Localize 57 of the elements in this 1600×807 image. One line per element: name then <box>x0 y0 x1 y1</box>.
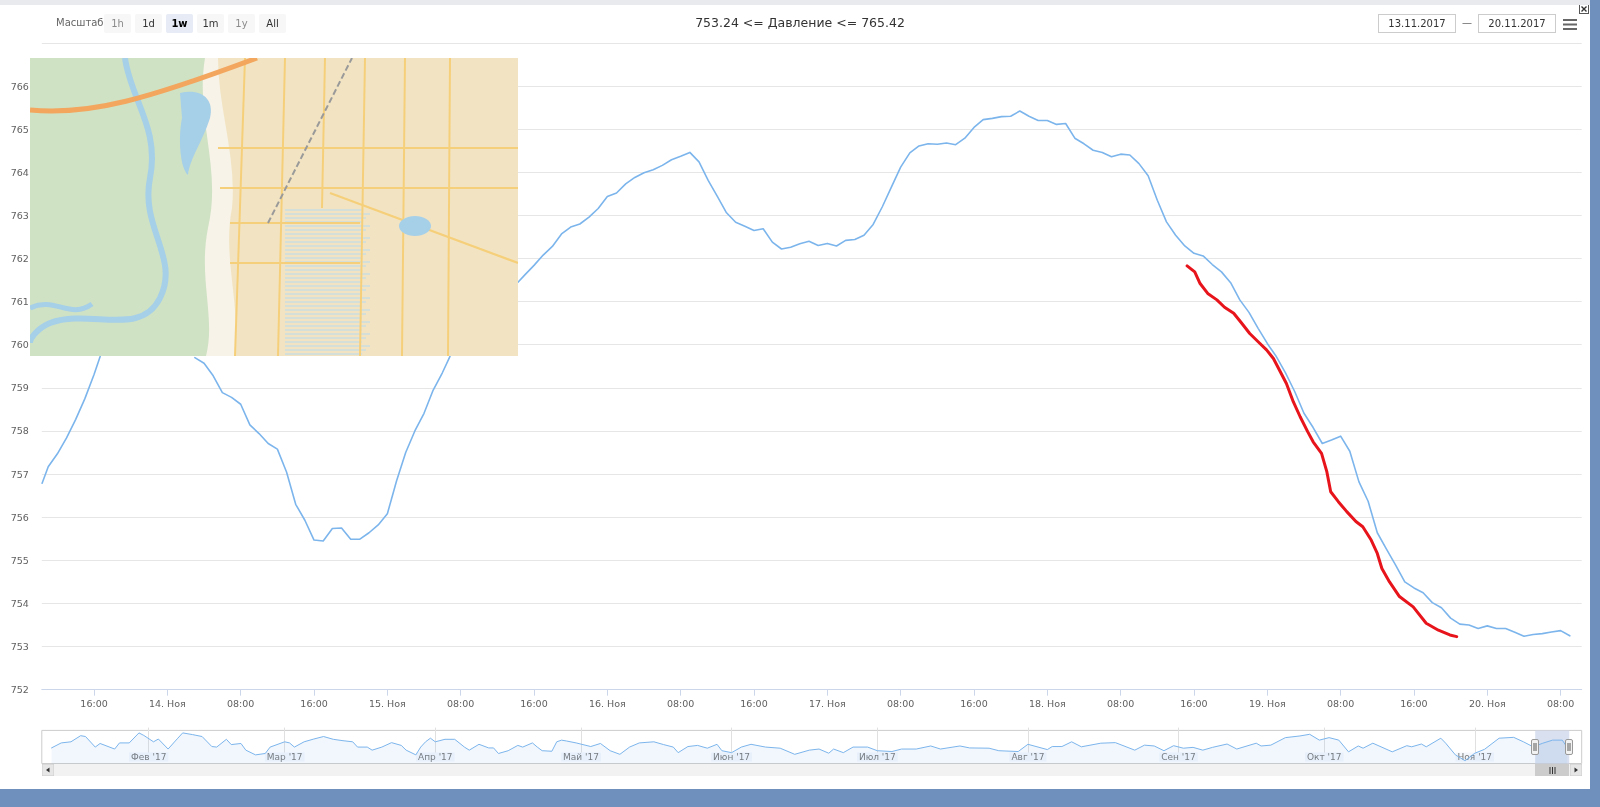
x-tick-label: 16:00 <box>1180 698 1208 710</box>
x-tick-label: 14. Ноя <box>148 698 186 710</box>
x-tick-label: 16. Ноя <box>588 698 626 710</box>
text: — <box>1462 17 1472 28</box>
y-tick-label: 764 <box>10 166 29 178</box>
x-tick-label: 16:00 <box>1400 698 1428 710</box>
x-tick-label: 08:00 <box>1546 698 1575 710</box>
chart-title: 753.24 <= Давление <= 765.42 <box>695 15 905 30</box>
x-tick-label: Апр '17 <box>418 752 453 762</box>
y-tick-label: 762 <box>10 253 29 264</box>
date-field: 13.11.2017 <box>1378 14 1456 33</box>
text: Масштаб <box>56 17 104 28</box>
y-tick-label: 756 <box>10 511 29 523</box>
x-tick-label: 08:00 <box>1326 698 1355 710</box>
y-tick-label: 753 <box>10 641 29 653</box>
range-button: All <box>259 14 286 33</box>
x-tick-label: 08:00 <box>666 698 695 710</box>
x-tick-label: Сен '17 <box>1161 752 1196 762</box>
x-tick-label: Май '17 <box>563 752 599 762</box>
y-tick-label: 765 <box>10 123 29 135</box>
x-tick-label: 15. Ноя <box>368 698 406 710</box>
x-tick-label: Авг '17 <box>1011 752 1045 762</box>
x-tick-label: 08:00 <box>886 698 915 710</box>
date-field: 20.11.2017 <box>1478 14 1556 33</box>
range-button: 1y <box>228 14 255 33</box>
y-tick-label: 763 <box>10 209 29 221</box>
x-tick-label: Фев '17 <box>130 752 167 762</box>
y-tick-label: 754 <box>10 597 29 609</box>
y-tick-label: 752 <box>10 684 29 696</box>
x-tick-label: 18. Ноя <box>1028 698 1066 710</box>
x-tick-label: 16:00 <box>740 698 768 710</box>
y-tick-label: 760 <box>10 339 29 351</box>
y-tick-label: 758 <box>10 425 29 437</box>
y-tick-label: 766 <box>10 80 29 92</box>
x-tick-label: Июн '17 <box>713 752 751 762</box>
range-button: 1d <box>135 14 162 33</box>
range-button: 1w <box>166 14 193 33</box>
x-tick-label: Окт '17 <box>1306 752 1342 762</box>
x-tick-label: 17. Ноя <box>808 698 846 710</box>
x-tick-label: 20. Ноя <box>1468 698 1506 710</box>
x-tick-label: 16:00 <box>960 698 988 710</box>
x-tick-label: 08:00 <box>446 698 475 710</box>
x-tick-label: 16:00 <box>300 698 328 710</box>
x-tick-label: Мар '17 <box>266 752 303 762</box>
y-tick-label: 757 <box>10 468 29 480</box>
x-tick-label: Июл '17 <box>858 752 896 762</box>
y-tick-label: 759 <box>10 382 29 394</box>
x-tick-label: 08:00 <box>1106 698 1135 710</box>
x-tick-label: 08:00 <box>227 698 255 710</box>
x-tick-label: 16:00 <box>80 698 108 710</box>
range-button: 1h <box>104 14 131 33</box>
y-tick-label: 755 <box>10 554 29 566</box>
x-tick-label: 19. Ноя <box>1248 698 1286 710</box>
line-series <box>1185 264 1459 639</box>
range-button: 1m <box>197 14 224 33</box>
y-tick-label: 761 <box>10 296 29 308</box>
x-tick-label: 16:00 <box>520 698 548 710</box>
